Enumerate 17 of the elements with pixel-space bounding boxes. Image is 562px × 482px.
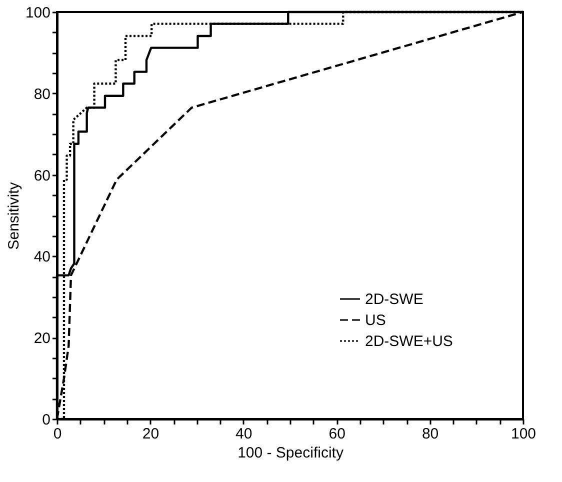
y-axis-title: Sensitivity (5, 182, 22, 250)
legend-label: US (365, 312, 386, 329)
y-tick-label: 60 (34, 167, 50, 184)
y-tick-label: 80 (34, 86, 50, 103)
x-tick-label: 0 (53, 426, 62, 442)
x-tick-label: 80 (422, 426, 439, 442)
x-axis-title: 100 - Specificity (238, 444, 344, 462)
y-tick-label: 40 (34, 248, 50, 266)
y-tick-label: 100 (25, 4, 50, 22)
x-tick-label: 40 (236, 426, 252, 442)
x-tick-label: 100 (510, 426, 536, 442)
y-tick-label: 20 (34, 330, 50, 348)
legend-label: 2D-SWE (365, 291, 424, 308)
x-tick-label: 20 (142, 426, 160, 442)
legend-label: 2D-SWE+US (365, 333, 453, 350)
x-tick-label: 60 (328, 426, 346, 442)
y-tick-label: 0 (42, 412, 50, 428)
